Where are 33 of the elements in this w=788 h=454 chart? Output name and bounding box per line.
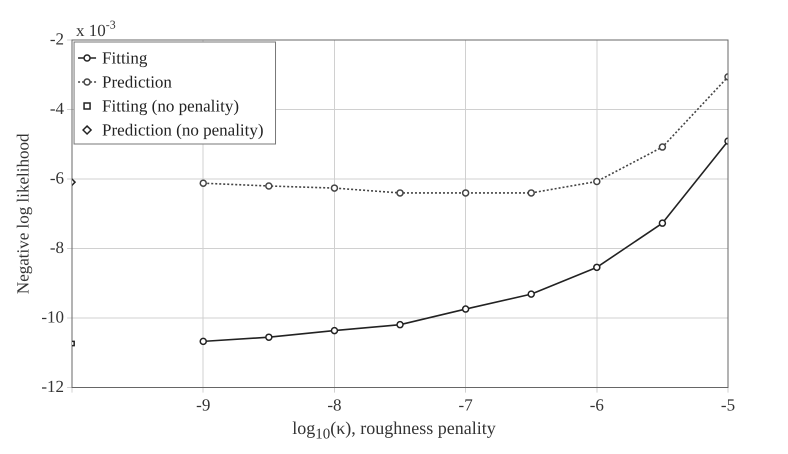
point xyxy=(527,189,535,197)
legend-label: Fitting (no penality) xyxy=(102,96,239,116)
point xyxy=(200,338,207,346)
x-tick-label: -5 xyxy=(720,395,736,414)
x-tick-label: -7 xyxy=(458,395,474,414)
point xyxy=(527,290,535,298)
x-tick-label: -6 xyxy=(590,395,604,414)
point xyxy=(396,189,404,197)
y-tick-label: -10 xyxy=(41,308,64,327)
legend-label: Fitting xyxy=(102,48,148,68)
point xyxy=(658,219,666,227)
x-axis-title: log$_{10}$(κ), roughness penality xyxy=(291,418,497,444)
point xyxy=(330,326,338,334)
legend-label: Prediction (no penality) xyxy=(102,120,264,140)
point xyxy=(658,143,666,151)
y-tick-label: -6 xyxy=(50,168,64,188)
y-tick-label: -2 xyxy=(50,29,64,48)
x-tick-label: -8 xyxy=(327,395,342,414)
point xyxy=(462,189,470,197)
legend-label: Prediction xyxy=(102,72,172,92)
y-tick-label: -8 xyxy=(50,238,64,258)
point xyxy=(200,179,207,187)
point xyxy=(593,178,601,186)
x-tick-label: -9 xyxy=(196,395,210,414)
point xyxy=(330,184,338,192)
point xyxy=(265,333,273,341)
y-tick-label: -4 xyxy=(50,98,65,118)
y-axis-title: Negative log likelihood xyxy=(14,133,33,294)
point xyxy=(593,264,601,272)
y-tick-label: -12 xyxy=(41,377,64,396)
point xyxy=(396,320,404,328)
point xyxy=(462,305,470,313)
point xyxy=(265,182,273,190)
